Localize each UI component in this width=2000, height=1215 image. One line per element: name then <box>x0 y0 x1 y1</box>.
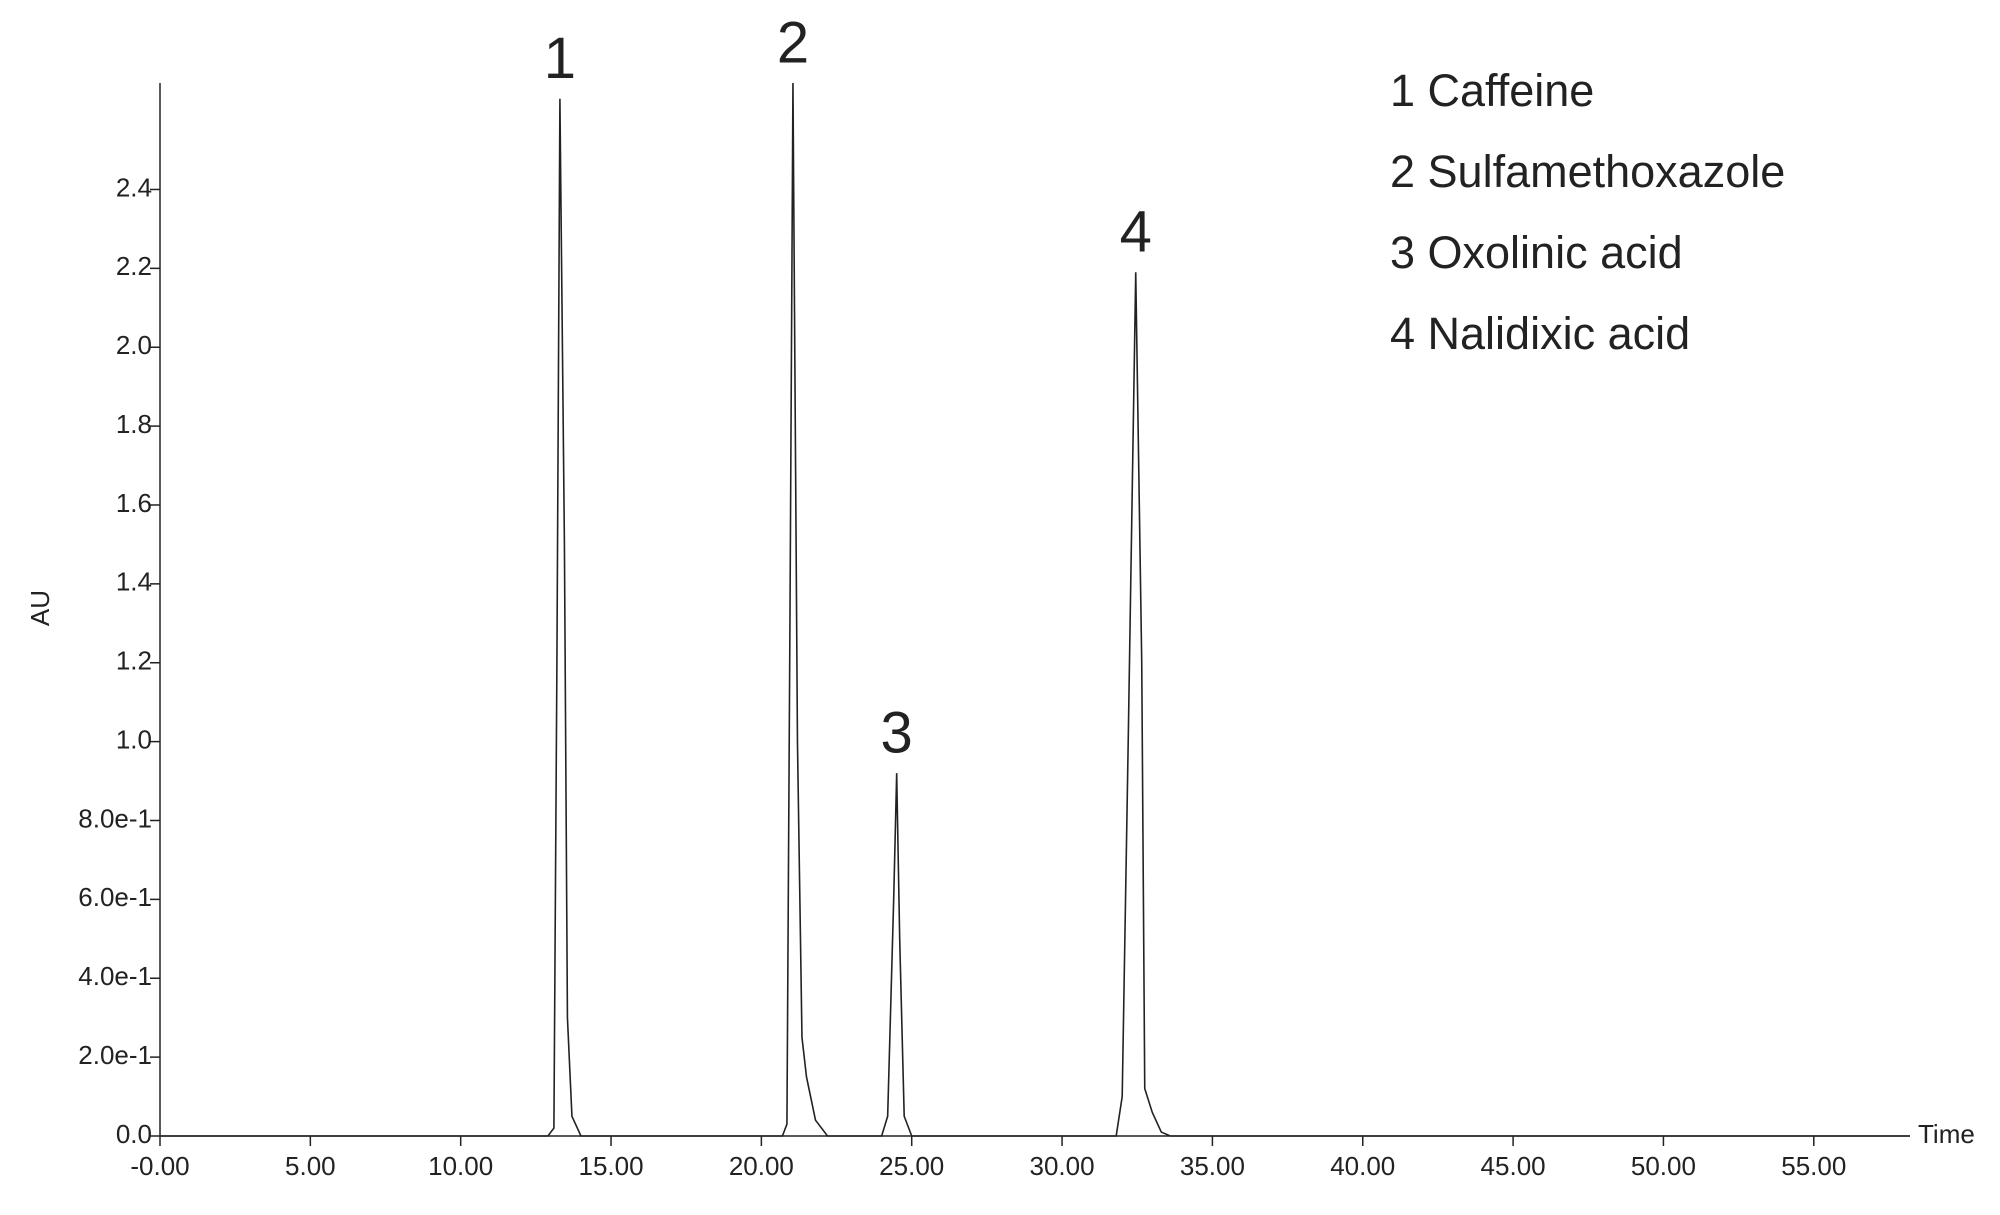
y-tick-label: 1.8 <box>116 409 152 439</box>
x-tick-label: 25.00 <box>879 1151 944 1181</box>
peak-label: 2 <box>777 10 809 75</box>
x-tick-label: 55.00 <box>1781 1151 1846 1181</box>
x-tick-label: 45.00 <box>1481 1151 1546 1181</box>
peak-label: 1 <box>544 26 576 91</box>
y-tick-label: 6.0e-1 <box>78 882 152 912</box>
x-tick-label: 30.00 <box>1030 1151 1095 1181</box>
x-axis-label: Time <box>1918 1119 1975 1149</box>
x-tick-label: 35.00 <box>1180 1151 1245 1181</box>
y-tick-label: 1.4 <box>116 567 152 597</box>
peak-label: 4 <box>1120 200 1152 265</box>
x-tick-label: 15.00 <box>578 1151 643 1181</box>
y-tick-label: 0.0 <box>116 1119 152 1149</box>
y-tick-label: 1.0 <box>116 724 152 754</box>
legend-entry: 2 Sulfamethoxazole <box>1390 146 1785 197</box>
x-tick-label: 20.00 <box>729 1151 794 1181</box>
x-tick-label: 5.00 <box>285 1151 336 1181</box>
y-tick-label: 2.0 <box>116 330 152 360</box>
legend-entry: 3 Oxolinic acid <box>1390 227 1683 278</box>
trace <box>160 82 1910 1137</box>
y-tick-label: 8.0e-1 <box>78 803 152 833</box>
y-tick-label: 2.0e-1 <box>78 1040 152 1070</box>
x-tick-label: 10.00 <box>428 1151 493 1181</box>
legend-entry: 4 Nalidixic acid <box>1390 308 1690 359</box>
x-tick-label: 40.00 <box>1330 1151 1395 1181</box>
y-tick-label: 2.4 <box>116 172 152 202</box>
y-axis-label: AU <box>25 590 55 626</box>
y-tick-label: 2.2 <box>116 251 152 281</box>
y-tick-label: 1.2 <box>116 646 152 676</box>
x-tick-label: 50.00 <box>1631 1151 1696 1181</box>
legend-entry: 1 Caffeine <box>1390 65 1594 116</box>
peak-label: 3 <box>881 700 913 765</box>
y-tick-label: 1.6 <box>116 488 152 518</box>
x-tick-label: -0.00 <box>130 1151 189 1181</box>
y-tick-label: 4.0e-1 <box>78 961 152 991</box>
